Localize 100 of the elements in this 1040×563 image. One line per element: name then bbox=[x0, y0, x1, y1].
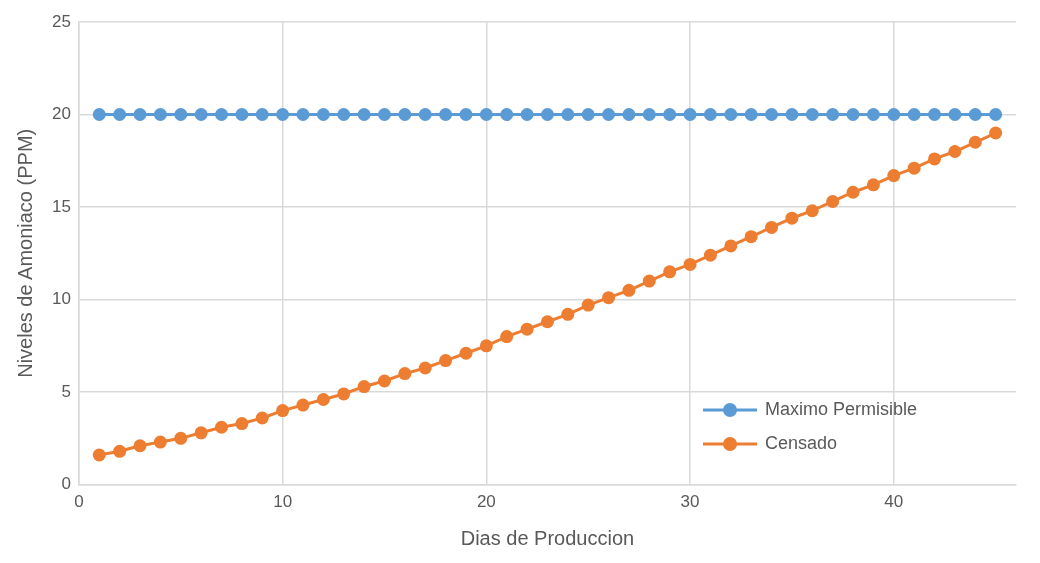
point bbox=[744, 230, 758, 244]
point bbox=[439, 354, 453, 368]
point bbox=[459, 346, 473, 360]
point bbox=[133, 108, 147, 122]
point bbox=[540, 315, 554, 329]
point bbox=[622, 108, 636, 122]
point bbox=[377, 374, 391, 388]
point bbox=[663, 108, 677, 122]
point bbox=[602, 108, 616, 122]
point bbox=[805, 108, 819, 122]
legend-label: Censado bbox=[765, 433, 838, 455]
point bbox=[989, 126, 1003, 140]
point bbox=[703, 248, 717, 262]
point bbox=[724, 239, 738, 253]
point bbox=[663, 265, 677, 279]
point bbox=[928, 152, 942, 166]
point bbox=[235, 417, 249, 431]
point bbox=[948, 145, 962, 159]
point bbox=[866, 178, 880, 192]
point bbox=[765, 108, 779, 122]
y-tick-label: 5 bbox=[61, 381, 71, 401]
point bbox=[235, 108, 249, 122]
y-tick-label: 0 bbox=[61, 474, 71, 494]
legend-label: Maximo Permisible bbox=[765, 399, 918, 421]
point bbox=[316, 392, 330, 406]
point bbox=[907, 161, 921, 175]
point bbox=[215, 420, 229, 434]
point bbox=[296, 398, 310, 412]
point bbox=[785, 108, 799, 122]
x-tick-label: 10 bbox=[273, 492, 293, 512]
point bbox=[92, 108, 106, 122]
point bbox=[418, 361, 432, 375]
point bbox=[540, 108, 554, 122]
point bbox=[500, 330, 514, 344]
point bbox=[398, 367, 412, 381]
point bbox=[968, 108, 982, 122]
point bbox=[276, 108, 290, 122]
point bbox=[642, 274, 656, 288]
point bbox=[683, 257, 697, 271]
point bbox=[194, 108, 208, 122]
point bbox=[337, 387, 351, 401]
point bbox=[316, 108, 330, 122]
point bbox=[255, 108, 269, 122]
point bbox=[479, 108, 493, 122]
point bbox=[398, 108, 412, 122]
point bbox=[296, 108, 310, 122]
point bbox=[724, 108, 738, 122]
x-tick-label: 30 bbox=[680, 492, 700, 512]
point bbox=[561, 108, 575, 122]
y-tick-label: 25 bbox=[51, 11, 71, 31]
point bbox=[194, 426, 208, 440]
point bbox=[948, 108, 962, 122]
point bbox=[113, 108, 127, 122]
point bbox=[520, 322, 534, 336]
point bbox=[153, 108, 167, 122]
point bbox=[439, 108, 453, 122]
point bbox=[500, 108, 514, 122]
point bbox=[928, 108, 942, 122]
point bbox=[113, 444, 127, 458]
y-tick-label: 10 bbox=[51, 289, 71, 309]
point bbox=[785, 211, 799, 225]
point bbox=[418, 108, 432, 122]
point bbox=[581, 298, 595, 312]
x-axis-title: Dias de Produccion bbox=[460, 526, 635, 549]
point bbox=[174, 108, 188, 122]
point bbox=[133, 439, 147, 453]
point bbox=[744, 108, 758, 122]
point bbox=[377, 108, 391, 122]
point bbox=[337, 108, 351, 122]
point bbox=[174, 431, 188, 445]
y-tick-label: 20 bbox=[51, 104, 71, 124]
point bbox=[826, 194, 840, 208]
point bbox=[581, 108, 595, 122]
point bbox=[805, 204, 819, 218]
point bbox=[846, 185, 860, 199]
point bbox=[846, 108, 860, 122]
point bbox=[683, 108, 697, 122]
x-tick-label: 20 bbox=[476, 492, 496, 512]
point bbox=[215, 108, 229, 122]
point bbox=[255, 411, 269, 425]
point bbox=[907, 108, 921, 122]
point bbox=[459, 108, 473, 122]
point bbox=[887, 108, 901, 122]
point bbox=[968, 135, 982, 149]
point bbox=[357, 108, 371, 122]
point bbox=[826, 108, 840, 122]
point bbox=[622, 283, 636, 297]
point bbox=[92, 448, 106, 462]
point bbox=[642, 108, 656, 122]
y-axis-title: Niveles de Amoniaco (PPM) bbox=[13, 128, 36, 378]
point bbox=[602, 291, 616, 305]
point bbox=[866, 108, 880, 122]
point bbox=[153, 435, 167, 449]
point bbox=[561, 307, 575, 321]
point bbox=[357, 380, 371, 394]
point bbox=[765, 220, 779, 234]
x-tick-label: 40 bbox=[884, 492, 904, 512]
x-tick-label: 0 bbox=[74, 492, 84, 512]
y-tick-label: 15 bbox=[51, 196, 71, 216]
point bbox=[479, 339, 493, 353]
